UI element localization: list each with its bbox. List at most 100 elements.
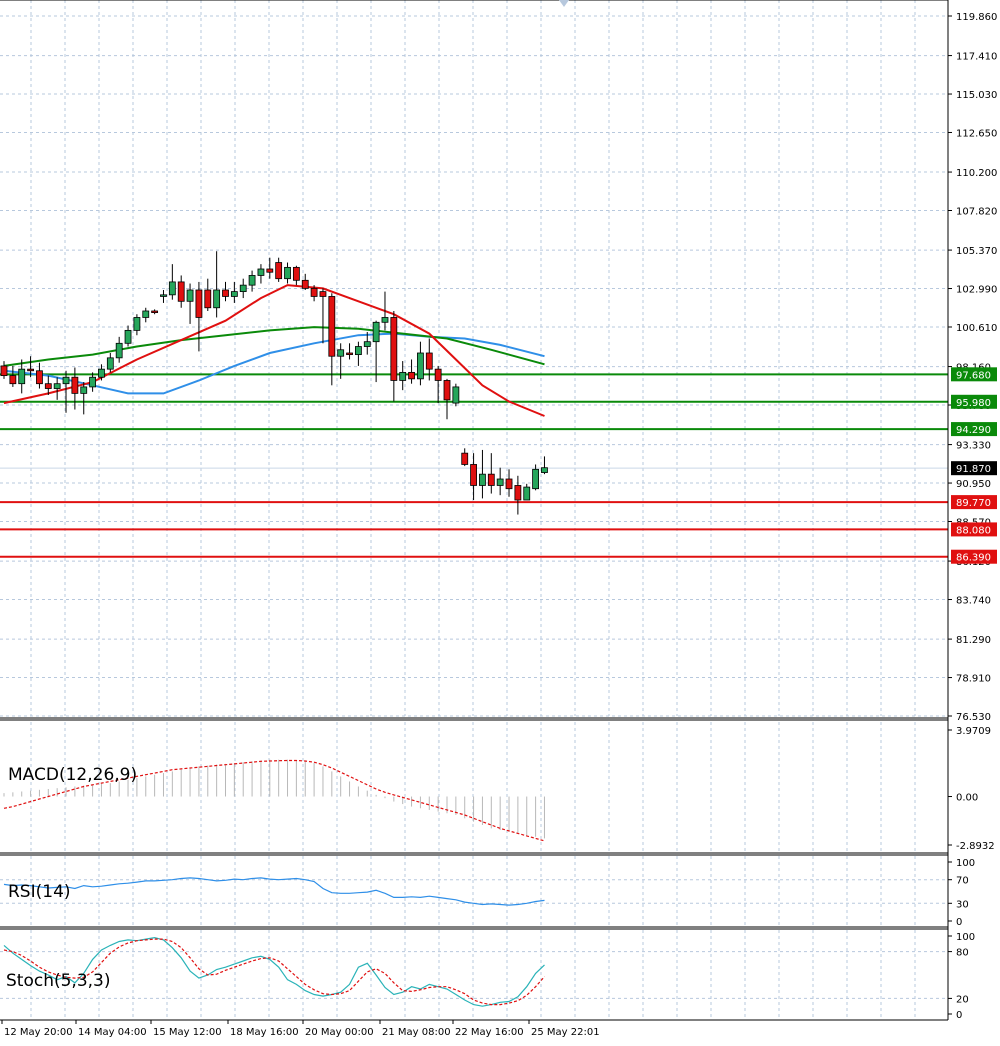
candle-body	[434, 368, 442, 381]
level-tag-label: 89.770	[956, 498, 991, 509]
stoch-tick-label: 80	[956, 948, 969, 959]
ma-mid-line	[3, 326, 545, 367]
rsi-tick-label: 70	[956, 876, 969, 887]
macd-signal-line	[3, 759, 545, 842]
time-tick-label: 20 May 00:00	[305, 1027, 374, 1038]
candle-body	[505, 478, 513, 490]
price-tick-label: 78.910	[956, 674, 991, 685]
macd-panel[interactable]	[3, 759, 545, 842]
level-lines	[0, 373, 948, 558]
candles	[0, 251, 548, 515]
candle-body	[168, 281, 176, 296]
candle-body	[417, 352, 424, 380]
stoch-panel[interactable]	[3, 936, 545, 1007]
level-tag	[951, 367, 997, 382]
candle-body	[514, 485, 522, 501]
candle-body	[363, 341, 371, 347]
candle-body	[89, 376, 96, 388]
candle-body	[248, 275, 256, 286]
candle-body	[36, 370, 43, 385]
level-tag-label: 88.080	[956, 525, 991, 536]
candle-body	[301, 279, 309, 289]
candle-body	[0, 365, 8, 377]
macd-tick-label: 3.9709	[956, 726, 991, 737]
level-tag	[951, 422, 997, 437]
level-tag	[951, 495, 997, 510]
candle-body	[142, 310, 150, 318]
price-tick-label: 93.330	[956, 441, 991, 452]
candle-body	[44, 383, 52, 389]
stoch-label: Stoch(5,3,3)	[6, 971, 111, 991]
stoch-d-line	[3, 938, 545, 1006]
rsi-panel[interactable]	[3, 877, 545, 906]
candle-body	[292, 266, 300, 281]
candle-body	[310, 287, 318, 297]
stoch-k-line	[3, 936, 545, 1007]
candle-body	[390, 317, 398, 381]
rsi-label: RSI(14)	[8, 882, 71, 902]
candle-body	[479, 473, 486, 486]
candle-body	[337, 349, 345, 357]
candle-body	[487, 473, 495, 486]
candle-body	[461, 452, 469, 465]
candle-body	[284, 266, 291, 280]
candle-body	[354, 346, 362, 356]
candle-body	[53, 383, 61, 389]
price-tick-label: 81.290	[956, 635, 991, 646]
candle-body	[18, 368, 26, 385]
grid-lines	[0, 0, 948, 1020]
time-tick-label: 22 May 16:00	[455, 1027, 524, 1038]
candle-body	[425, 352, 433, 370]
time-tick-label: 15 May 12:00	[153, 1027, 222, 1038]
level-tag	[951, 549, 997, 564]
stoch-tick-label: 100	[956, 932, 975, 943]
level-tag-label: 86.390	[956, 553, 991, 564]
price-tick-label: 105.370	[956, 246, 997, 257]
candle-body	[27, 368, 34, 372]
candle-body	[346, 352, 353, 356]
candle-body	[222, 289, 229, 297]
candle-body	[319, 291, 327, 297]
candle-body	[160, 294, 167, 297]
candle-body	[470, 464, 477, 486]
stoch-tick-label: 0	[956, 1010, 962, 1021]
axes: 119.860 117.410 115.030 112.650 110.200 107.8…	[1, 12, 997, 1038]
ma-slow-line	[3, 332, 545, 395]
current-price-label: 91.870	[956, 464, 991, 475]
candle-body	[213, 289, 221, 309]
candle-body	[230, 291, 238, 297]
candle-body	[98, 368, 105, 378]
candle-body	[204, 289, 212, 309]
scroll-marker-icon[interactable]	[559, 0, 569, 7]
price-tick-label: 102.990	[956, 285, 997, 296]
candle-body	[266, 268, 274, 273]
candle-body	[115, 342, 123, 359]
time-tick-label: 25 May 22:01	[531, 1027, 600, 1038]
candle-body	[541, 467, 548, 473]
time-tick-label: 21 May 08:00	[382, 1027, 451, 1038]
price-tick-label: 107.820	[956, 207, 997, 218]
rsi-tick-label: 0	[956, 917, 962, 928]
candle-body	[381, 317, 389, 323]
time-tick-label: 18 May 16:00	[230, 1027, 299, 1038]
price-tick-label: 110.200	[956, 168, 997, 179]
price-tick-label: 100.610	[956, 323, 997, 334]
rsi-line	[3, 877, 545, 906]
price-tick-label: 115.030	[956, 90, 997, 101]
candle-body	[62, 376, 70, 385]
candle-body	[177, 281, 185, 302]
candle-body	[124, 329, 132, 344]
candle-body	[328, 296, 336, 357]
candle-body	[275, 262, 283, 280]
level-tag-label: 97.680	[956, 370, 991, 381]
price-tick-label: 119.860	[956, 12, 997, 23]
price-panel[interactable]	[0, 251, 948, 558]
rsi-tick-label: 30	[956, 899, 969, 910]
stoch-tick-label: 20	[956, 994, 969, 1005]
candle-body	[399, 371, 407, 381]
candle-body	[151, 310, 159, 314]
candle-body	[186, 289, 194, 302]
level-tag	[951, 394, 997, 409]
candle-body	[372, 321, 380, 343]
